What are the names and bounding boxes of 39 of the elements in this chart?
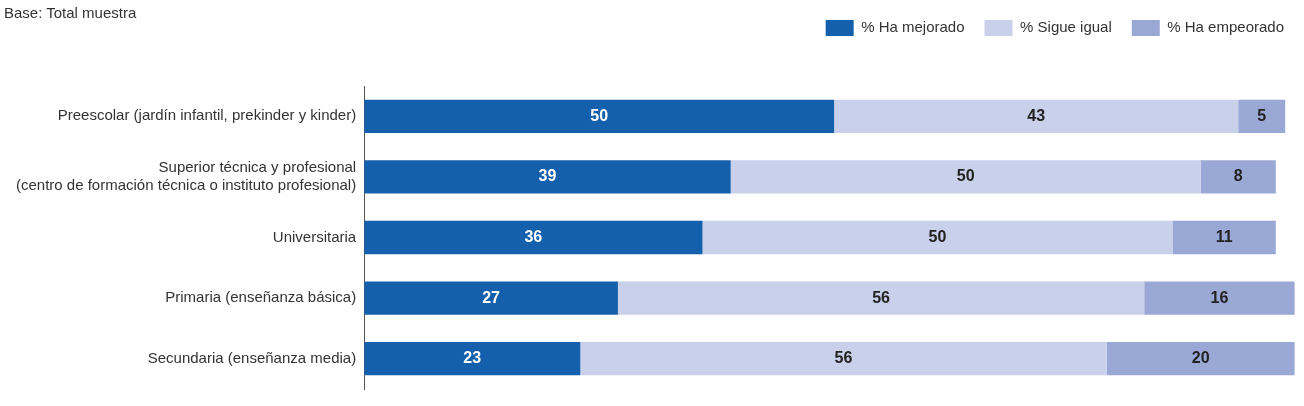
bar [364,220,703,255]
data-label: 50 [956,167,975,185]
bar [617,281,1145,315]
data-label: 16 [1210,288,1229,306]
bar [1200,160,1276,194]
bar [364,99,835,133]
bar [702,220,1173,255]
data-label: 43 [1027,106,1046,124]
data-label: 56 [872,288,891,306]
legend-label: % Sigue igual [1020,18,1112,36]
data-label: 5 [1257,106,1267,124]
bar [1238,99,1286,133]
data-label: 36 [524,227,543,245]
data-label: 8 [1233,167,1243,185]
data-label: 23 [463,349,482,367]
bar [364,281,618,315]
bar [1172,220,1276,255]
y-tick-label: Secundaria (enseñanza media) [147,348,357,366]
y-tick-label: Preescolar (jardín infantil, prekinder y kinder) [57,106,357,124]
bar [364,342,581,376]
data-label: 50 [590,106,609,124]
y-tick-label: Superior técnica y profesional (centro de formación técnica o instituto profesional) [15,158,357,194]
data-label: 20 [1191,349,1210,367]
y-tick-label: Universitaria [272,227,357,245]
legend-label: % Ha mejorado [861,18,965,36]
data-label: 50 [928,227,947,245]
bar [834,99,1239,133]
bar [1106,342,1295,376]
text: Base: Total muestra [4,4,137,21]
bar [364,160,731,194]
y-tick-label: Primaria (enseñanza básica) [165,288,357,306]
data-label: 11 [1215,227,1233,245]
bar [1144,281,1295,315]
bar [730,160,1201,194]
bar [580,342,1107,376]
legend-label: % Ha empeorado [1167,18,1284,36]
data-label: 56 [834,349,853,367]
data-label: 27 [482,288,501,306]
data-label: 39 [538,167,557,185]
